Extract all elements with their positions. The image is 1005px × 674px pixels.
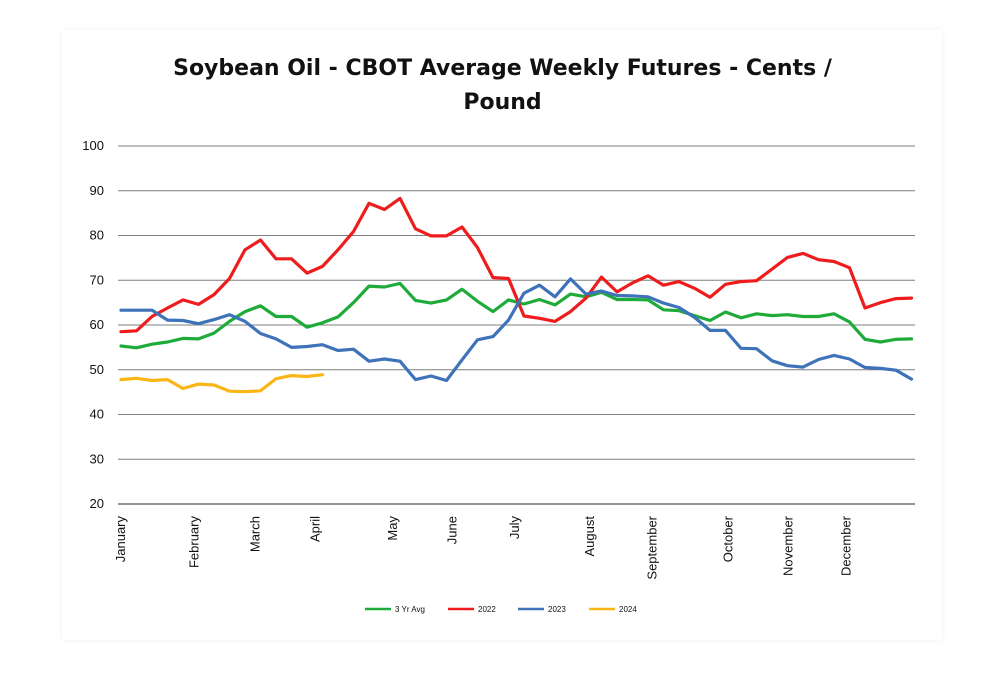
legend-label: 2024 bbox=[619, 605, 637, 614]
y-tick-label: 30 bbox=[90, 451, 104, 466]
month-label: April bbox=[307, 516, 322, 542]
month-label: September bbox=[644, 515, 659, 579]
chart-title: Soybean Oil - CBOT Average Weekly Future… bbox=[0, 52, 1005, 120]
y-tick-label: 60 bbox=[90, 317, 104, 332]
y-tick-label: 20 bbox=[90, 496, 104, 511]
month-label: October bbox=[721, 515, 736, 562]
y-tick-label: 80 bbox=[90, 228, 104, 243]
legend-label: 3 Yr Avg bbox=[395, 605, 425, 614]
month-label: March bbox=[248, 516, 263, 552]
legend-label: 2022 bbox=[478, 605, 496, 614]
x-axis-month-labels: January February March April May June July Augu… bbox=[113, 515, 854, 579]
series-line-2022 bbox=[119, 196, 914, 334]
month-label: February bbox=[187, 516, 202, 569]
legend: 3 Yr Avg 2022 2023 2024 bbox=[365, 605, 637, 614]
month-label: May bbox=[385, 516, 400, 541]
series-lines bbox=[119, 196, 914, 394]
y-tick-label: 50 bbox=[90, 362, 104, 377]
month-label: November bbox=[780, 515, 795, 576]
y-tick-label: 70 bbox=[90, 272, 104, 287]
y-axis-tick-labels: 20 30 40 50 60 70 80 90 100 bbox=[82, 138, 104, 511]
month-label: August bbox=[582, 516, 597, 557]
y-tick-label: 90 bbox=[90, 183, 104, 198]
series-line-3-yr-avg bbox=[119, 281, 914, 350]
month-label: July bbox=[507, 516, 522, 540]
y-tick-label: 40 bbox=[90, 407, 104, 422]
gridlines bbox=[118, 145, 915, 505]
month-label: June bbox=[445, 516, 460, 544]
y-tick-label: 100 bbox=[82, 138, 104, 153]
chart-title-line-1: Soybean Oil - CBOT Average Weekly Future… bbox=[173, 56, 832, 81]
month-label: January bbox=[113, 516, 128, 563]
chart-title-line-2: Pound bbox=[463, 90, 542, 115]
series-line-2023 bbox=[119, 277, 914, 383]
month-label: December bbox=[839, 515, 854, 576]
series-line-2024 bbox=[119, 373, 325, 394]
legend-label: 2023 bbox=[548, 605, 566, 614]
